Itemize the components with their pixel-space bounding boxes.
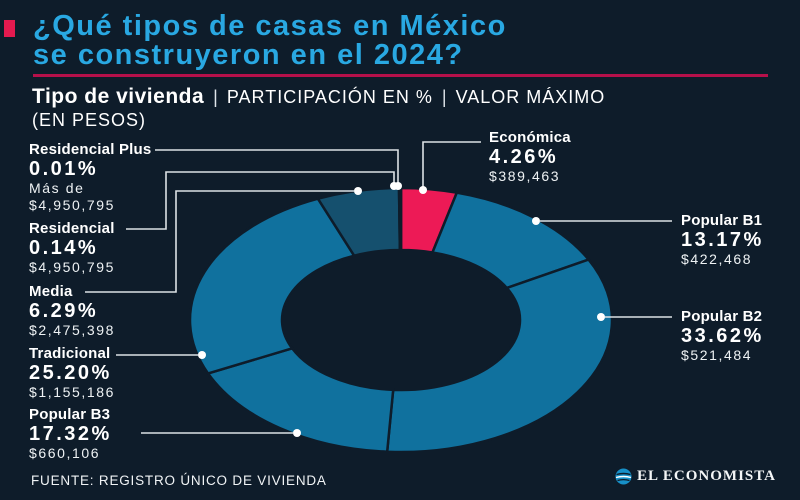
segment-label-popular-b1: Popular B1 13.17% $422,468 <box>681 213 764 267</box>
segment-name: Económica <box>489 129 571 146</box>
brand-globe-icon <box>615 468 632 485</box>
brand-name: EL ECONOMISTA <box>637 468 776 484</box>
leader-economica <box>422 141 481 188</box>
segment-value: $4,950,795 <box>29 197 116 213</box>
segment-pct: 13.17% <box>681 229 764 251</box>
page-title-line2: se construyeron en el 2024? <box>33 39 464 71</box>
segment-pct: 0.14% <box>29 237 99 259</box>
dot-tradicional <box>198 351 206 359</box>
segment-pct: 4.26% <box>489 146 559 168</box>
segment-name: Media <box>29 283 73 300</box>
legend-separator: | <box>441 87 447 107</box>
dot-popular-b3 <box>293 429 301 437</box>
donut-segments <box>188 186 614 454</box>
segment-value: $660,106 <box>29 445 101 461</box>
segment-label-popular-b2: Popular B2 33.62% $521,484 <box>681 309 764 363</box>
leader-residencial <box>126 171 395 230</box>
dot-popular-b2 <box>597 313 605 321</box>
brand-logo: EL ECONOMISTA <box>615 468 776 485</box>
accent-square <box>4 20 15 37</box>
segment-label-residencial-plus: Residencial Plus 0.01% Más de $4,950,795 <box>29 142 151 213</box>
segment-name: Popular B1 <box>681 212 763 229</box>
segment-name: Residencial Plus <box>29 141 152 158</box>
page-title: ¿Qué tipos de casas en México se constru… <box>33 12 507 70</box>
source-text: FUENTE: REGISTRO ÚNICO DE VIVIENDA <box>31 473 327 488</box>
segment-pct: 17.32% <box>29 423 112 445</box>
segment-name: Popular B2 <box>681 308 763 325</box>
segment-value: $1,155,186 <box>29 384 116 400</box>
page-title-line1: ¿Qué tipos de casas en México <box>33 10 507 42</box>
segment-pct: 33.62% <box>681 325 764 347</box>
segment-value: $2,475,398 <box>29 322 116 338</box>
segment-name: Residencial <box>29 220 115 237</box>
legend-max-value: VALOR MÁXIMO <box>455 87 606 107</box>
dot-popular-b1 <box>532 217 540 225</box>
title-divider <box>33 74 768 77</box>
legend-share: PARTICIPACIÓN EN % <box>226 87 433 107</box>
segment-label-residencial: Residencial 0.14% $4,950,795 <box>29 221 115 275</box>
segment-pct: 0.01% <box>29 158 99 180</box>
dot-economica <box>419 186 427 194</box>
segment-label-popular-b3: Popular B3 17.32% $660,106 <box>29 407 112 461</box>
legend-separator: | <box>213 87 218 107</box>
donut-segment-popular-b2 <box>385 258 614 454</box>
leader-media <box>85 190 354 293</box>
leader-residencial-plus <box>155 149 399 184</box>
segment-label-media: Media 6.29% $2,475,398 <box>29 284 115 338</box>
segment-label-economica: Económica 4.26% $389,463 <box>489 130 571 184</box>
dot-media <box>354 187 362 195</box>
segment-value: $521,484 <box>681 347 753 363</box>
leader-dots <box>198 182 605 437</box>
segment-pct: 6.29% <box>29 300 99 322</box>
segment-name: Popular B3 <box>29 406 111 423</box>
segment-label-tradicional: Tradicional 25.20% $1,155,186 <box>29 346 115 400</box>
segment-value: $4,950,795 <box>29 259 116 275</box>
leader-lines <box>85 141 672 434</box>
legend-max-value-unit: (EN PESOS) <box>32 110 147 130</box>
legend-housing-type: Tipo de vivienda <box>32 85 205 108</box>
segment-value: $389,463 <box>489 168 561 184</box>
donut-segment-tradicional <box>188 197 357 375</box>
segment-value: $422,468 <box>681 251 753 267</box>
segment-value-prefix: Más de <box>29 180 85 196</box>
segment-pct: 25.20% <box>29 362 112 384</box>
column-legend: Tipo de vivienda | PARTICIPACIÓN EN % | VALO… <box>32 85 777 129</box>
segment-name: Tradicional <box>29 345 111 362</box>
dot-residencial-plus <box>394 182 402 190</box>
